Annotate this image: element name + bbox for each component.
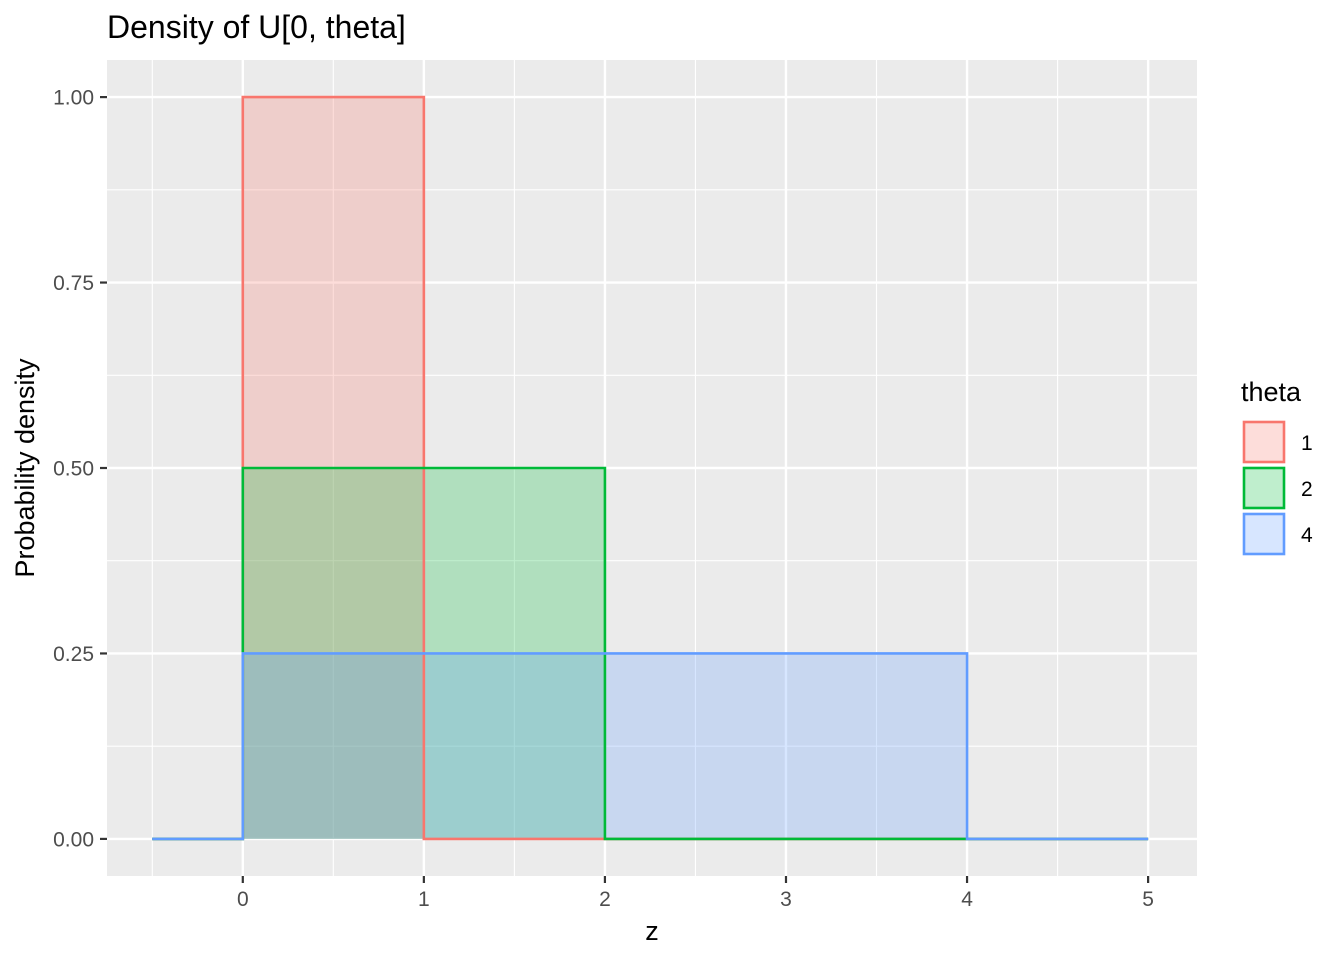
x-axis: 0 1 2 3 4 5	[237, 876, 1154, 911]
legend-key-background	[1243, 513, 1285, 555]
chart-title: Density of U[0, theta]	[107, 9, 406, 45]
density-series	[152, 95, 1149, 841]
x-axis-title: z	[645, 916, 659, 946]
x-tick-label: 1	[418, 888, 430, 911]
legend-label-4: 4	[1301, 524, 1313, 547]
y-tick-label: 0.25	[53, 643, 94, 666]
legend-swatch-2	[1242, 466, 1286, 510]
x-tick-label: 5	[1142, 888, 1154, 911]
x-tick-label: 4	[961, 888, 973, 911]
legend-label-1: 1	[1301, 432, 1313, 455]
y-tick-label: 0.00	[53, 828, 94, 851]
y-axis-title: Probability density	[10, 358, 40, 578]
x-tick-label: 3	[780, 888, 792, 911]
legend-key-background	[1243, 421, 1285, 463]
series-4-fill	[152, 653, 1149, 839]
legend: theta 1 2 4	[1241, 377, 1313, 556]
x-tick-label: 2	[599, 888, 611, 911]
x-tick-label: 0	[237, 888, 249, 911]
legend-swatch-4	[1242, 512, 1286, 556]
y-tick-label: 1.00	[53, 87, 94, 110]
legend-title: theta	[1241, 377, 1302, 407]
y-axis: 0.00 0.25 0.50 0.75 1.00	[53, 87, 107, 851]
legend-label-2: 2	[1301, 478, 1313, 501]
legend-swatch-1	[1242, 420, 1286, 464]
legend-key-background	[1243, 467, 1285, 509]
series-4-line	[152, 652, 1149, 841]
series-2-fill	[152, 468, 1149, 839]
y-tick-label: 0.50	[53, 458, 94, 481]
y-tick-label: 0.75	[53, 272, 94, 295]
